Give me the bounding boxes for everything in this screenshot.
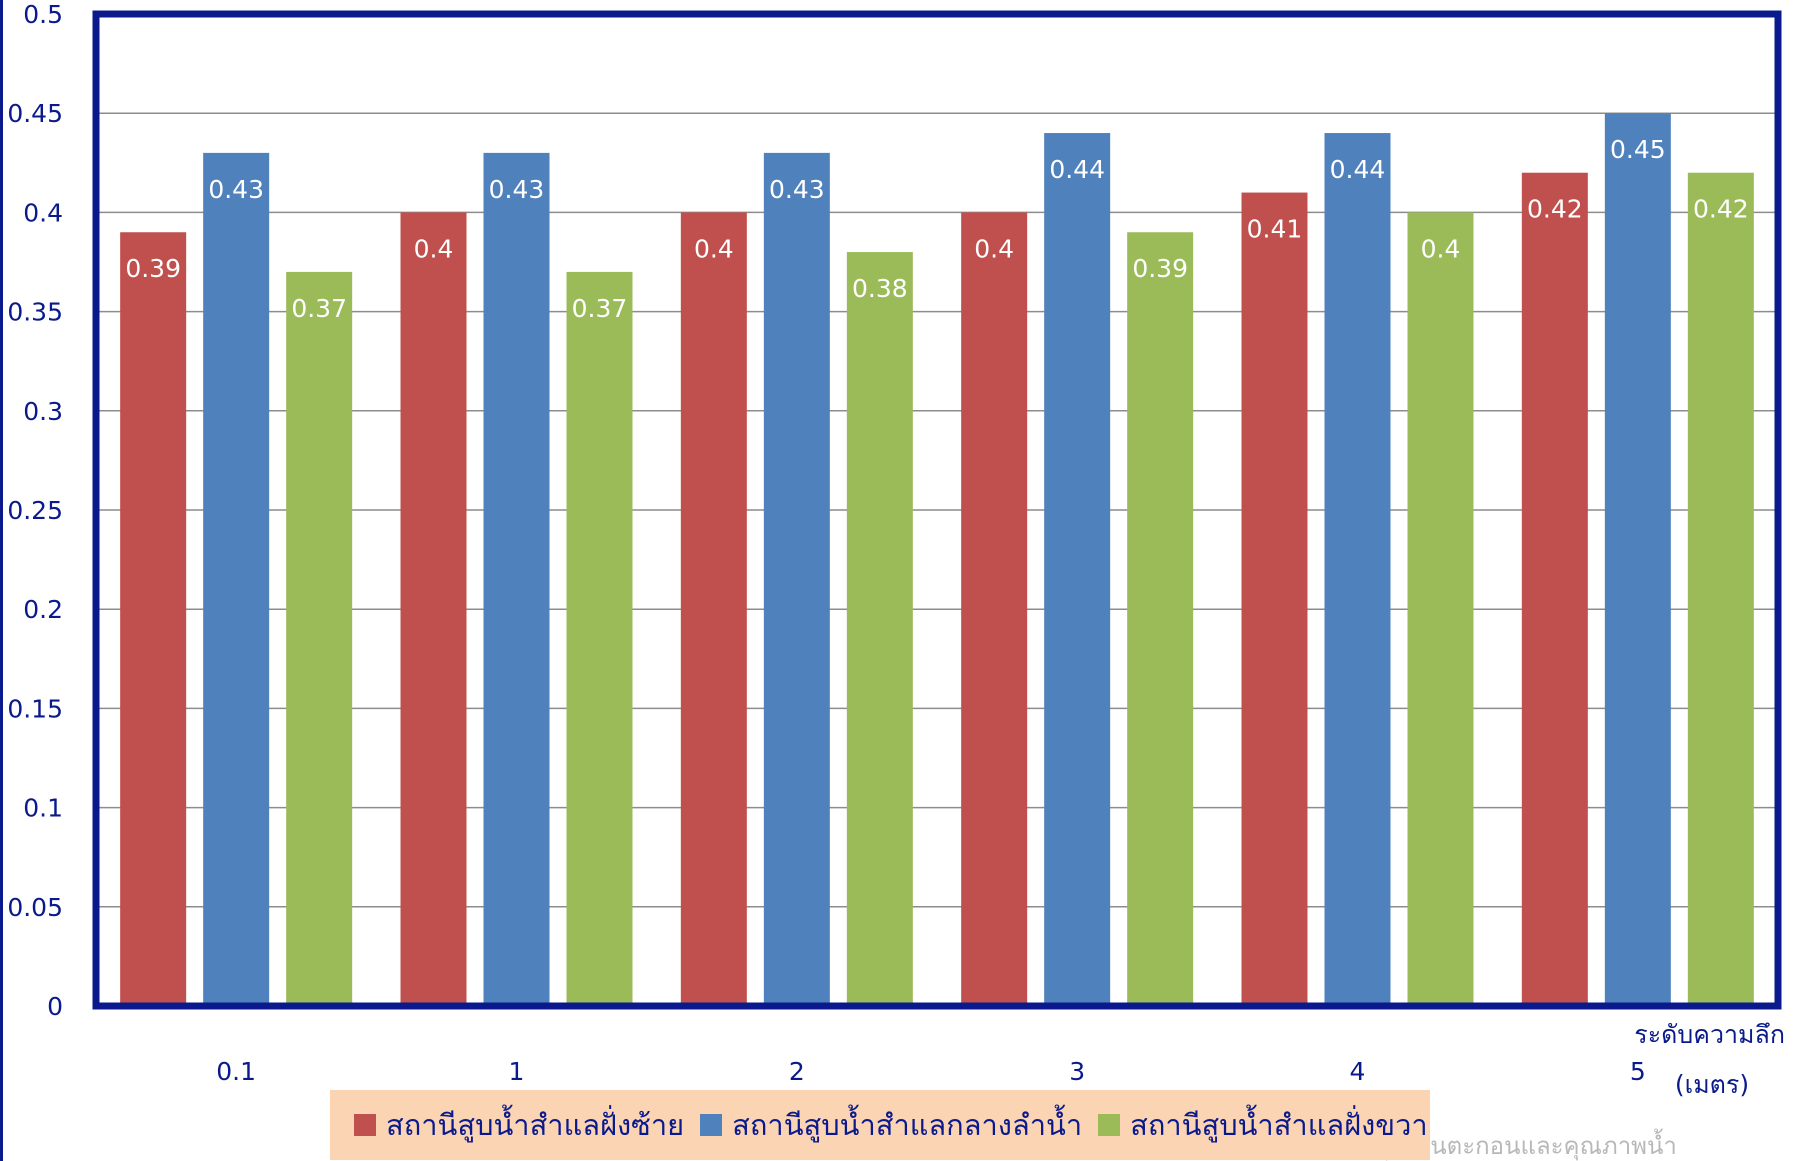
- bar: [286, 271, 353, 1006]
- y-tick-label: 0.5: [23, 0, 63, 29]
- data-label: 0.43: [208, 175, 264, 204]
- bar: [400, 212, 467, 1006]
- data-label: 0.38: [852, 274, 908, 303]
- legend-swatch-mid-stream: [700, 1114, 723, 1136]
- legend-swatch-right-bank: [1098, 1114, 1121, 1136]
- data-label: 0.43: [489, 175, 545, 204]
- bar: [1044, 133, 1111, 1007]
- bar: [763, 152, 830, 1006]
- bar: [1407, 212, 1474, 1006]
- plot-frame: [92, 10, 1782, 1010]
- bar: [566, 271, 633, 1006]
- y-tick-label: 0.3: [23, 397, 63, 426]
- bar: [120, 232, 187, 1007]
- bar: [680, 212, 747, 1006]
- y-tick-label: 0.15: [7, 694, 63, 723]
- data-label: 0.4: [974, 234, 1014, 263]
- y-tick-label: 0.1: [23, 794, 63, 823]
- x-tick-label: 0.1: [216, 1057, 256, 1086]
- bar: [846, 252, 913, 1006]
- bar: [1604, 113, 1671, 1006]
- legend: สถานีสูบน้ำสำแลฝั่งซ้าย สถานีสูบน้ำสำแลก…: [330, 1090, 1430, 1160]
- bar: [961, 212, 1028, 1006]
- data-label: 0.4: [1421, 234, 1461, 263]
- legend-item-right-bank: สถานีสูบน้ำสำแลฝั่งขวา: [1098, 1102, 1428, 1148]
- y-tick-label: 0.25: [7, 496, 63, 525]
- x-tick-label: 5: [1630, 1057, 1646, 1086]
- y-tick-label: 0: [47, 992, 63, 1021]
- legend-item-left-bank: สถานีสูบน้ำสำแลฝั่งซ้าย: [354, 1102, 684, 1148]
- data-label: 0.42: [1693, 195, 1749, 224]
- y-tick-label: 0.2: [23, 595, 63, 624]
- legend-label-right-bank: สถานีสูบน้ำสำแลฝั่งขวา: [1130, 1108, 1428, 1142]
- x-tick-label: 4: [1350, 1057, 1366, 1086]
- data-label: 0.37: [291, 294, 347, 323]
- data-label: 0.39: [125, 254, 181, 283]
- left-border: [0, 0, 3, 1161]
- x-tick-label: 2: [789, 1057, 805, 1086]
- y-tick-label: 0.35: [7, 298, 63, 327]
- bar: [1127, 232, 1194, 1007]
- bar: [1687, 172, 1754, 1007]
- legend-label-mid-stream: สถานีสูบน้ำสำแลกลางลำน้ำ: [732, 1108, 1083, 1142]
- bar: [483, 152, 550, 1006]
- data-label: 0.4: [694, 234, 734, 263]
- x-axis-title-line1: ระดับความลึก: [1634, 1020, 1785, 1049]
- y-tick-label: 0.05: [7, 893, 63, 922]
- bar: [203, 152, 270, 1006]
- data-label: 0.4: [414, 234, 454, 263]
- y-tick-labels: 0 0.05 0.1 0.15 0.2 0.25 0.3 0.35 0.4 0.45 0.5: [7, 0, 63, 1021]
- data-label: 0.37: [572, 294, 628, 323]
- data-label: 0.39: [1132, 254, 1188, 283]
- legend-label-left-bank: สถานีสูบน้ำสำแลฝั่งซ้าย: [386, 1108, 685, 1142]
- data-label: 0.43: [769, 175, 825, 204]
- x-tick-label: 3: [1069, 1057, 1085, 1086]
- x-axis-title-line2: (เมตร): [1675, 1070, 1749, 1099]
- data-label: 0.41: [1247, 215, 1303, 244]
- y-tick-label: 0.4: [23, 198, 63, 227]
- x-tick-labels: 0.1 1 2 3 4 5: [216, 1057, 1646, 1086]
- data-label: 0.42: [1527, 195, 1583, 224]
- bars: 0.39 0.43 0.37 0.4 0.43 0.37 0.4 0.43 0.38 0.4 0.4…: [120, 113, 1754, 1007]
- data-label: 0.45: [1610, 135, 1666, 164]
- legend-item-mid-stream: สถานีสูบน้ำสำแลกลางลำน้ำ: [700, 1102, 1082, 1148]
- bar: [1521, 172, 1588, 1007]
- data-label: 0.44: [1049, 155, 1105, 184]
- legend-swatch-left-bank: [354, 1114, 376, 1136]
- bar: [1241, 192, 1308, 1006]
- x-tick-label: 1: [509, 1057, 525, 1086]
- y-tick-label: 0.45: [7, 99, 63, 128]
- data-label: 0.44: [1330, 155, 1386, 184]
- gridlines: [96, 112, 1778, 908]
- bar: [1324, 133, 1391, 1007]
